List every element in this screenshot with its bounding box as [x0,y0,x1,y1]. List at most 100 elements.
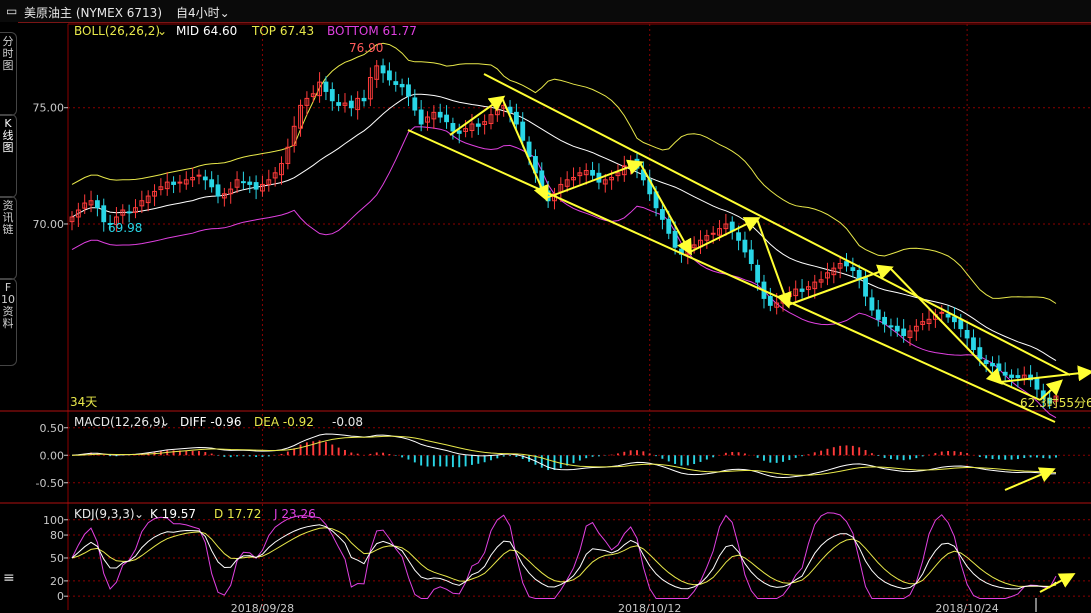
chevron-down-icon[interactable]: ⌄ [160,415,170,429]
candle-down [456,130,462,134]
candle-down [241,181,246,184]
candle-up [488,114,494,125]
candle-down [253,182,259,190]
kdj-k: K 19.57 [150,507,196,521]
candle-up [1053,395,1059,402]
chevron-down-icon[interactable]: ⌄ [157,24,167,38]
candle-down [412,97,418,111]
candle-down [209,179,215,188]
candle-up [812,281,818,290]
high-price-label: 76.90 [349,41,383,55]
trend-arrow [449,95,506,136]
candle-up [571,176,576,181]
trend-arrow [999,381,1041,401]
menu-icon[interactable]: ≡ [3,570,15,586]
candle-down [444,114,449,123]
kdj-tick-label: 80 [50,529,64,542]
candle-up [234,179,240,188]
candle-up [425,116,430,123]
kdj-j: J 23.26 [273,507,316,521]
candle-up [139,200,145,207]
candle-down [748,249,754,265]
candle-up [926,318,932,324]
candle-down [171,181,176,185]
candle-up [374,65,380,80]
candle-down [958,319,964,330]
candle-down [767,296,773,306]
trend-arrow [545,159,644,199]
candle-up [304,97,310,106]
candle-up [577,172,583,177]
candle-up [82,202,88,209]
boll-top-line [71,42,1057,304]
candle-up [266,179,272,185]
candle-down [742,239,748,253]
candle-up [291,125,297,146]
candle-up [602,179,608,185]
candle-down [863,277,868,297]
candle-up [806,286,811,291]
candle-down [901,328,907,337]
candle-up [75,209,81,218]
candle-up [69,216,75,223]
macd-dea: DEA -0.92 [254,415,314,429]
instrument-title: 美原油主 (NYMEX 6713) [24,6,162,20]
kdj-tick-label: 0 [57,590,64,603]
bollinger-bands [71,42,1057,419]
candle-up [152,190,157,197]
macd-panel [71,433,1057,491]
channel-lower-line [407,129,1056,423]
candle-down [202,176,208,181]
trend-arrow [889,267,1003,385]
chevron-down-icon[interactable]: ⌄ [134,507,144,521]
trend-arrow [999,365,1091,383]
candle-down [94,200,100,209]
candle-up [564,179,570,187]
trend-arrow [1039,379,1063,401]
candle-down [869,297,875,311]
tab-f10[interactable]: F 10 资料 [0,278,17,366]
macd-label[interactable]: MACD(12,26,9) [74,415,165,429]
kdj-panel [71,512,1076,599]
x-tick-label: 2018/10/24 [935,602,998,613]
candle-down [945,313,951,318]
grid-lines [0,23,1091,610]
list-icon[interactable]: ▭ [6,4,18,18]
tab-news[interactable]: 资讯链 [0,196,17,280]
candle-down [475,123,481,127]
boll-label[interactable]: BOLL(26,26,2) [74,24,160,38]
tab-intraday[interactable]: 分时图 [0,32,17,116]
candle-down [875,309,881,320]
candle-up [88,200,94,206]
candle-up [482,121,488,125]
candle-up [183,179,189,185]
trend-arrow [501,97,549,202]
candle-up [939,311,945,314]
kdj-label[interactable]: KDJ(9,3,3) [74,507,135,521]
candle-up [431,111,437,120]
candle-up [260,183,265,192]
candle-down [450,123,456,132]
candle-down [1009,374,1014,378]
candle-up [818,279,824,283]
period-selector[interactable]: 自4小时⌄ [176,4,230,21]
candle-down [850,267,856,271]
candle-down [659,209,665,220]
boll-top: TOP 67.43 [251,24,314,38]
candle-down [1015,375,1021,378]
candle-up [272,172,278,179]
x-tick-label: 2018/10/12 [618,602,681,613]
candle-up [196,174,202,177]
candle-up [920,321,926,325]
candle-down [399,83,405,88]
candle-down [882,316,887,325]
candle-down [952,316,957,323]
low-price-label: 69.98 [108,221,142,235]
trend-arrow [639,162,692,256]
countdown-label: 62.3时55分6 [1020,396,1091,410]
candle-down [513,111,519,125]
days-label: 34天 [70,395,97,409]
